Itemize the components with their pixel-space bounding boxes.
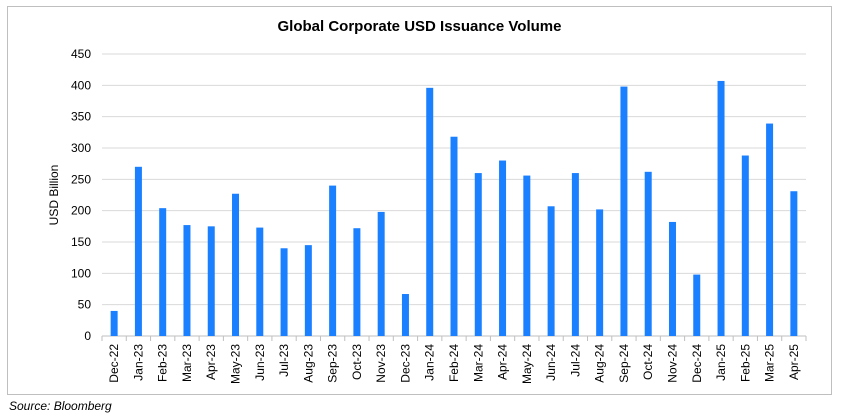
y-tick-label: 100 xyxy=(71,266,91,280)
x-tick-label: Dec-23 xyxy=(398,344,412,383)
bar xyxy=(256,227,264,336)
bar xyxy=(474,173,482,336)
x-tick-label: Jun-23 xyxy=(253,344,267,381)
bar xyxy=(329,185,337,336)
x-tick-label: Aug-23 xyxy=(301,344,315,383)
bar xyxy=(499,160,507,336)
y-tick-label: 0 xyxy=(84,329,91,343)
chart-frame: Global Corporate USD Issuance Volume xyxy=(7,6,832,395)
bar xyxy=(790,191,798,336)
bar xyxy=(232,193,240,336)
x-tick-label: Feb-23 xyxy=(156,344,170,382)
bar xyxy=(620,86,628,336)
y-tick-label: 150 xyxy=(71,235,91,249)
x-tick-label: May-24 xyxy=(520,344,534,384)
bar xyxy=(183,225,191,336)
x-tick-label: Apr-23 xyxy=(204,344,218,380)
bar xyxy=(377,211,385,336)
x-tick-label: Feb-24 xyxy=(447,344,461,382)
bar xyxy=(766,123,774,336)
bar xyxy=(644,171,652,336)
x-tick-label: Sep-23 xyxy=(326,344,340,383)
bar xyxy=(134,166,142,336)
bar xyxy=(571,173,579,336)
x-tick-label: Jun-24 xyxy=(544,344,558,381)
bar xyxy=(717,80,725,337)
x-tick-label: Jan-25 xyxy=(714,344,728,381)
x-tick-label: Dec-24 xyxy=(690,344,704,383)
x-tick-label: Sep-24 xyxy=(617,344,631,383)
x-tick-label: Nov-24 xyxy=(665,344,679,383)
bar xyxy=(450,136,458,336)
x-tick-label: Jul-23 xyxy=(277,344,291,377)
x-tick-label: Mar-25 xyxy=(763,344,777,382)
bar xyxy=(110,310,118,336)
bar xyxy=(401,294,409,336)
y-tick-label: 450 xyxy=(71,47,91,61)
x-tick-label: Dec-22 xyxy=(107,344,121,383)
bar xyxy=(596,209,604,336)
y-tick-label: 250 xyxy=(71,172,91,186)
y-tick-label: 50 xyxy=(78,298,92,312)
y-axis-label: USD Billion xyxy=(47,165,61,226)
y-tick-label: 200 xyxy=(71,204,91,218)
x-tick-label: Nov-23 xyxy=(374,344,388,383)
x-tick-label: Jan-23 xyxy=(131,344,145,381)
x-tick-label: Apr-25 xyxy=(787,344,801,380)
bar xyxy=(668,221,676,336)
x-tick-label: Mar-24 xyxy=(471,344,485,382)
bar xyxy=(353,228,361,336)
y-tick-label: 300 xyxy=(71,141,91,155)
y-tick-label: 400 xyxy=(71,78,91,92)
x-tick-label: Mar-23 xyxy=(180,344,194,382)
x-tick-label: May-23 xyxy=(229,344,243,384)
bar xyxy=(523,175,531,336)
bar xyxy=(693,274,701,336)
x-tick-label: Jan-24 xyxy=(423,344,437,381)
bar xyxy=(159,208,167,336)
x-tick-label: Aug-24 xyxy=(593,344,607,383)
x-tick-label: Apr-24 xyxy=(496,344,510,380)
bar xyxy=(426,87,434,336)
bar xyxy=(547,206,555,336)
x-tick-label: Feb-25 xyxy=(738,344,752,382)
x-tick-label: Jul-24 xyxy=(568,344,582,377)
bar xyxy=(280,248,288,336)
y-tick-label: 350 xyxy=(71,110,91,124)
x-tick-label: Oct-24 xyxy=(641,344,655,380)
bar xyxy=(304,245,312,336)
bar xyxy=(207,226,215,336)
source-note: Source: Bloomberg xyxy=(9,399,112,413)
bar xyxy=(741,155,749,336)
chart-title: Global Corporate USD Issuance Volume xyxy=(277,18,562,35)
x-tick-label: Oct-23 xyxy=(350,344,364,380)
